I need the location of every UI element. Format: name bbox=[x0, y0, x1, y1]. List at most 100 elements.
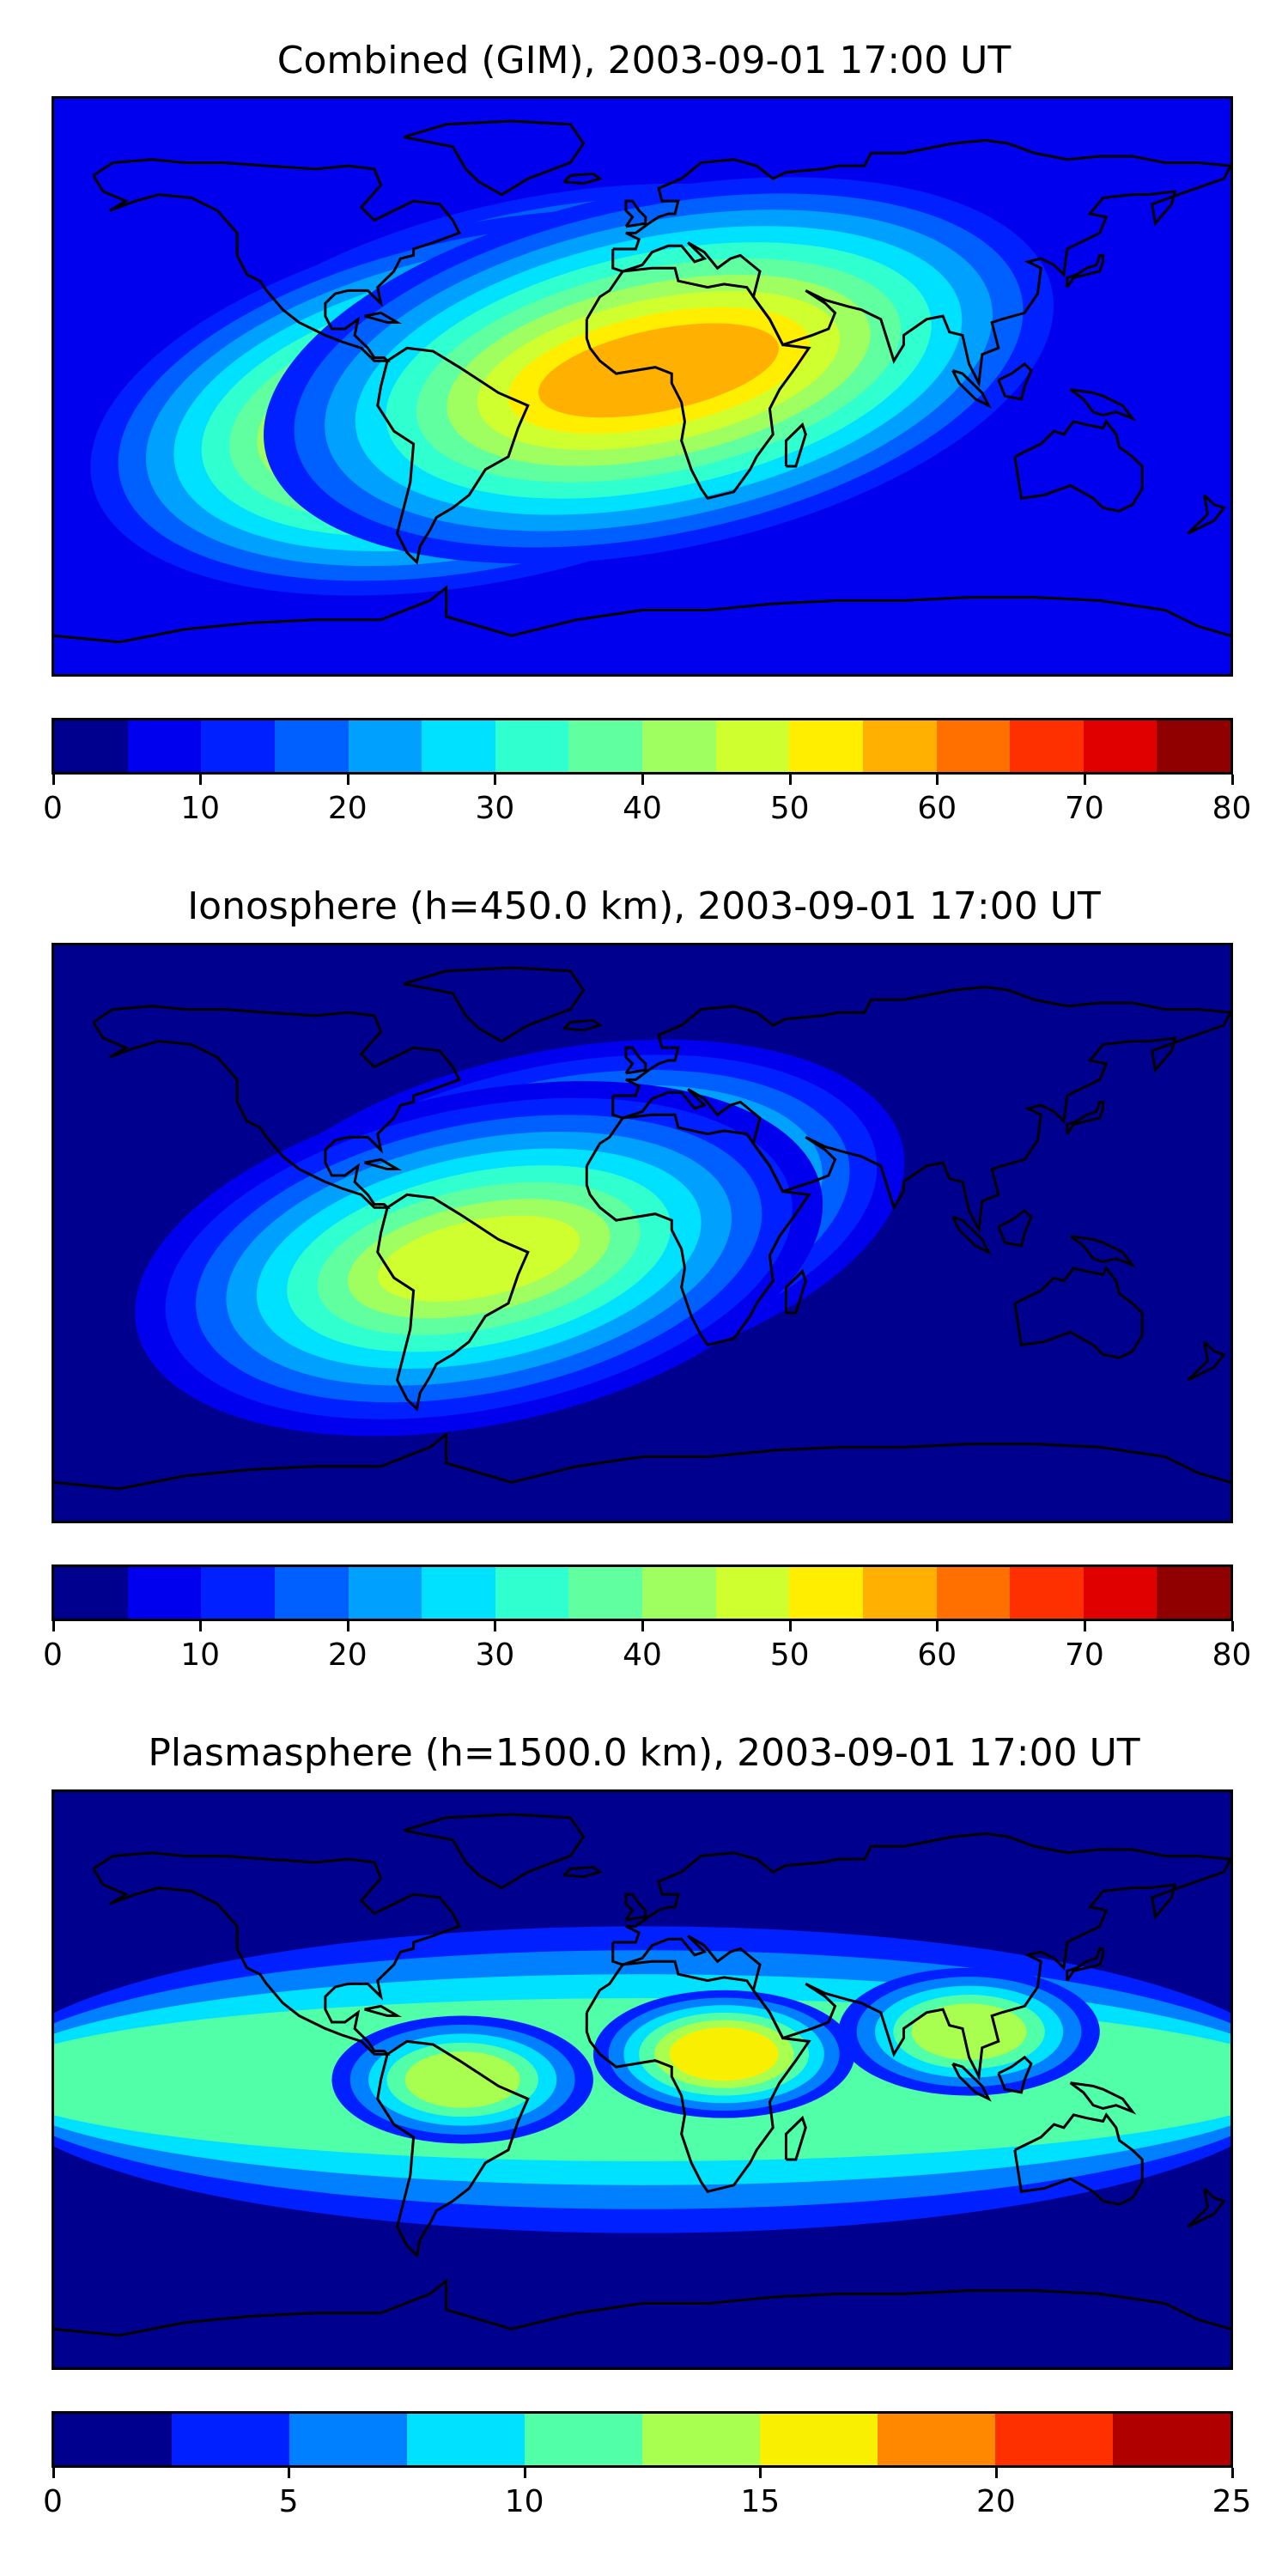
field-anomaly-westafrica bbox=[264, 177, 1054, 564]
colorbar-segment bbox=[289, 2414, 407, 2465]
colorbar-tick bbox=[788, 1621, 792, 1631]
colorbar-segment bbox=[642, 2414, 760, 2465]
colorbar-tick bbox=[288, 2468, 291, 2478]
colorbar-segment bbox=[348, 720, 422, 772]
colorbar-tick-label: 5 bbox=[278, 2484, 299, 2519]
coastline-eurasia bbox=[613, 1833, 1230, 2076]
coastline-south-america bbox=[378, 1194, 528, 1408]
colorbar-tick-label: 50 bbox=[769, 791, 810, 826]
coastline-greenland bbox=[404, 1814, 583, 1888]
colorbar-segment bbox=[172, 2414, 289, 2465]
colorbar-segment bbox=[995, 2414, 1113, 2465]
colorbar-segment bbox=[1113, 2414, 1230, 2465]
colorbar-tick-label: 10 bbox=[180, 1637, 221, 1673]
coastline-japan bbox=[1067, 1948, 1103, 1980]
colorbar-segment bbox=[1010, 1567, 1084, 1619]
world-map bbox=[54, 945, 1230, 1521]
field-southamerica-maximum bbox=[331, 2015, 593, 2144]
colorbar-segment bbox=[862, 1567, 937, 1619]
colorbar-tick bbox=[994, 2468, 998, 2478]
colorbar-tick bbox=[641, 775, 644, 785]
world-map bbox=[54, 1792, 1230, 2367]
coastline-sumatra bbox=[953, 1217, 989, 1252]
colorbar bbox=[52, 718, 1233, 775]
colorbar-segment bbox=[201, 720, 275, 772]
colorbar-segment bbox=[642, 720, 716, 772]
colorbar-segment bbox=[1157, 720, 1230, 772]
colorbar-tick-label: 10 bbox=[504, 2484, 544, 2519]
panel-title: Plasmasphere (h=1500.0 km), 2003-09-01 1… bbox=[148, 1731, 1140, 1775]
coastline-north-america bbox=[94, 160, 459, 361]
contour-level-5 bbox=[404, 2051, 520, 2108]
colorbar-tick bbox=[759, 2468, 762, 2478]
colorbar-segment bbox=[54, 720, 128, 772]
colorbar-tick bbox=[52, 2468, 55, 2478]
colorbar-ticks: 0 10 20 30 40 50 60 70 80 bbox=[43, 1621, 1251, 1673]
colorbar-tick-label: 20 bbox=[975, 2484, 1016, 2519]
colorbar-tick-label: 0 bbox=[43, 2484, 63, 2519]
colorbar-tick bbox=[199, 775, 203, 785]
colorbar-segment bbox=[495, 1567, 569, 1619]
coastlines bbox=[54, 968, 1230, 1489]
coastline-cuba bbox=[365, 1159, 398, 1169]
tec-map-ionosphere bbox=[52, 943, 1233, 1523]
colorbar-segment bbox=[1010, 720, 1084, 772]
colorbar-segment bbox=[789, 1567, 863, 1619]
colorbar-tick-label: 0 bbox=[43, 1637, 63, 1673]
colorbar-tick-label: 40 bbox=[623, 1637, 662, 1673]
coastline-new-guinea bbox=[1071, 1236, 1133, 1266]
coastline-eurasia bbox=[613, 987, 1230, 1230]
colorbar-tick bbox=[1083, 1621, 1086, 1631]
coastline-antarctica bbox=[54, 588, 1230, 642]
coastlines bbox=[54, 121, 1230, 642]
colorbar-tick-label: 80 bbox=[1212, 791, 1252, 826]
coastline-madagascar bbox=[786, 2118, 805, 2160]
colorbar-tick-label: 80 bbox=[1212, 1637, 1252, 1673]
colorbar-tick bbox=[494, 1621, 497, 1631]
colorbar-tick-label: 60 bbox=[917, 791, 957, 826]
colorbar-tick-label: 10 bbox=[180, 791, 221, 826]
colorbar-tick bbox=[1230, 775, 1234, 785]
colorbar-tick bbox=[523, 2468, 526, 2478]
coastline-south-america bbox=[378, 2041, 528, 2255]
colorbar-tick bbox=[1230, 1621, 1234, 1631]
colorbar-tick bbox=[346, 1621, 349, 1631]
coastline-greenland bbox=[404, 121, 583, 195]
colorbar-tick bbox=[199, 1621, 203, 1631]
colorbar-segment bbox=[936, 720, 1011, 772]
coastline-new-zealand bbox=[1188, 1342, 1224, 1381]
coastline-sumatra bbox=[953, 2063, 989, 2099]
field-asia-maximum bbox=[838, 1967, 1100, 2096]
coastline-britain bbox=[626, 1894, 646, 1920]
colorbar-tick bbox=[346, 775, 349, 785]
world-map bbox=[54, 99, 1230, 674]
contour-level-6 bbox=[669, 2027, 779, 2081]
coastline-antarctica bbox=[54, 1435, 1230, 1489]
colorbar-tick-label: 15 bbox=[740, 2484, 781, 2519]
colorbar-segment bbox=[642, 1567, 716, 1619]
field-africa-maximum bbox=[592, 1990, 855, 2118]
coastline-north-america bbox=[94, 1853, 459, 2055]
coastline-new-zealand bbox=[1188, 2189, 1224, 2227]
colorbar-tick-label: 25 bbox=[1212, 2484, 1252, 2519]
colorbar-tick-label: 50 bbox=[769, 1637, 810, 1673]
colorbar-segment bbox=[54, 2414, 172, 2465]
coastline-cuba bbox=[365, 313, 398, 322]
coastline-new-guinea bbox=[1071, 2083, 1133, 2112]
coastline-japan bbox=[1067, 1102, 1103, 1133]
colorbar bbox=[52, 1564, 1233, 1621]
coastline-iceland bbox=[564, 173, 600, 183]
coastline-africa bbox=[586, 268, 809, 498]
colorbar-segment bbox=[862, 720, 937, 772]
tec-map-combined bbox=[52, 96, 1233, 677]
colorbar-segment bbox=[127, 720, 202, 772]
colorbar-tick bbox=[936, 1621, 939, 1631]
colorbar-segment bbox=[274, 720, 349, 772]
colorbar-segment bbox=[495, 720, 569, 772]
colorbar-tick bbox=[936, 775, 939, 785]
coastline-iceland bbox=[564, 1867, 600, 1876]
coastline-africa bbox=[586, 1115, 809, 1345]
colorbar-segment bbox=[422, 720, 495, 772]
colorbar-tick-label: 30 bbox=[475, 1637, 515, 1673]
coastline-new-guinea bbox=[1071, 390, 1133, 419]
